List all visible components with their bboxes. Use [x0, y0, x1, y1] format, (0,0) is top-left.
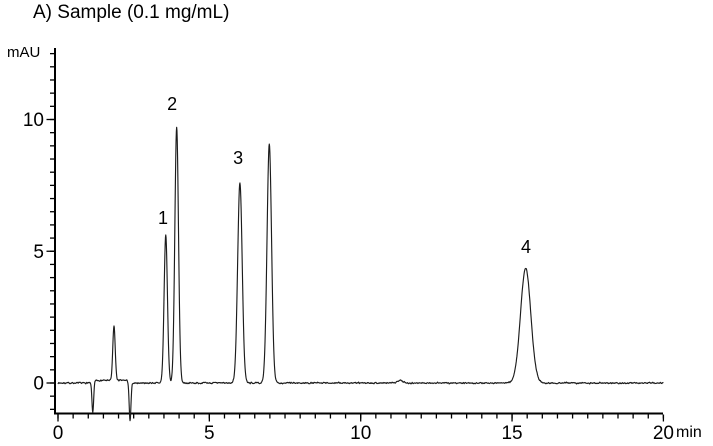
peak-label-1: 1: [158, 208, 168, 228]
x-tick-label: 5: [204, 423, 215, 444]
axes: [54, 48, 663, 415]
peak-label-3: 3: [233, 148, 243, 168]
chart-title: A) Sample (0.1 mg/mL): [33, 2, 230, 23]
x-tick-label: 10: [350, 423, 371, 444]
y-tick-label: 5: [33, 242, 44, 263]
axis-ticks: [46, 52, 665, 422]
axis-tick-labels: 0 5 10 15 20 0 5 10: [23, 110, 674, 444]
peak-label-4: 4: [521, 237, 531, 257]
y-tick-label: 0: [33, 374, 44, 395]
signal-trace: [57, 126, 664, 422]
chromatogram-trace: [57, 126, 664, 422]
x-tick-label: 15: [501, 423, 522, 444]
x-axis-unit-label: min: [676, 424, 702, 441]
y-axis-unit-label: mAU: [7, 44, 40, 61]
axis-lines: [54, 48, 663, 415]
peak-labels: 1 2 3 4: [158, 94, 531, 257]
y-tick-label: 10: [23, 110, 44, 131]
x-tick-label: 0: [53, 423, 64, 444]
x-tick-label: 20: [653, 423, 674, 444]
peak-label-2: 2: [167, 94, 177, 114]
